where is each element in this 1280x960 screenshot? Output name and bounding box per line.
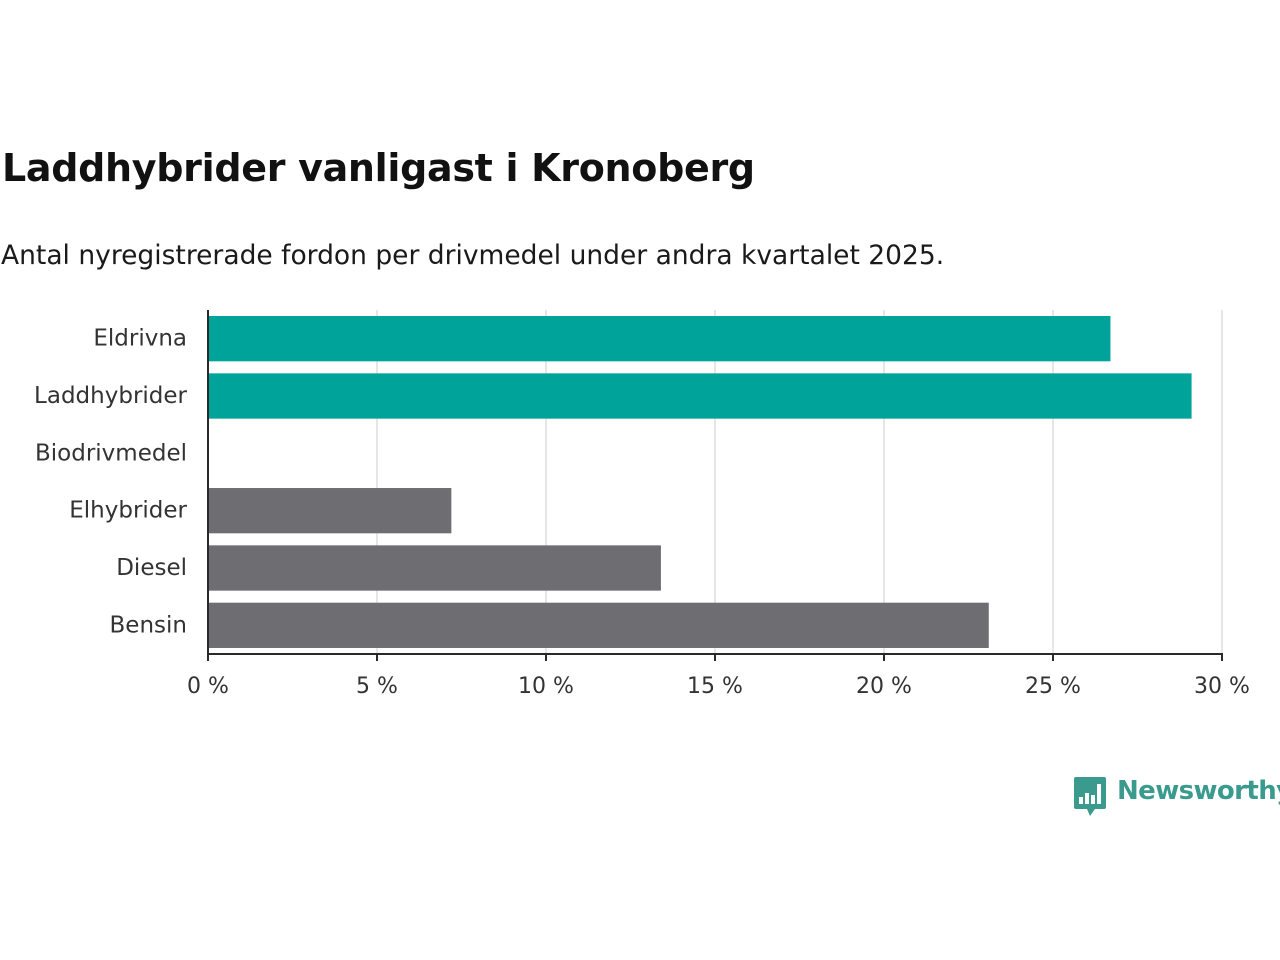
bar-laddhybrider <box>208 373 1192 419</box>
bar-chart: Eldrivna Laddhybrider Biodrivmedel Elhybrid… <box>34 310 1250 699</box>
x-tick-label: 20 % <box>856 674 912 699</box>
bar-diesel <box>208 545 661 591</box>
x-tick-label: 5 % <box>356 674 398 699</box>
category-label: Eldrivna <box>93 326 187 352</box>
x-tick-label: 25 % <box>1025 674 1081 699</box>
bar-elhybrider <box>208 488 452 534</box>
category-label: Elhybrider <box>69 498 187 524</box>
category-label: Biodrivmedel <box>35 440 187 466</box>
category-label: Laddhybrider <box>34 383 187 409</box>
x-tick-label: 15 % <box>687 674 743 699</box>
category-label: Bensin <box>110 612 187 638</box>
bars <box>208 316 1192 648</box>
chart-subtitle: Antal nyregistrerade fordon per drivmede… <box>1 240 945 271</box>
category-labels: Eldrivna Laddhybrider Biodrivmedel Elhybrid… <box>34 326 187 639</box>
category-label: Diesel <box>116 555 187 581</box>
x-axis: 0 % 5 % 10 % 15 % 20 % 25 % 30 % <box>187 310 1250 699</box>
chart-title: Laddhybrider vanligast i Kronoberg <box>2 146 755 190</box>
bar-bensin <box>208 602 989 648</box>
x-tick-label: 0 % <box>187 674 229 699</box>
bar-eldrivna <box>208 316 1111 362</box>
brand-name: Newsworthy <box>1117 776 1280 806</box>
x-tick-label: 10 % <box>518 674 574 699</box>
gridlines <box>376 310 1223 654</box>
newsworthy-logo: Newsworthy <box>1073 776 1280 820</box>
newsworthy-logo-icon <box>1074 777 1106 816</box>
x-tick-label: 30 % <box>1194 674 1250 699</box>
